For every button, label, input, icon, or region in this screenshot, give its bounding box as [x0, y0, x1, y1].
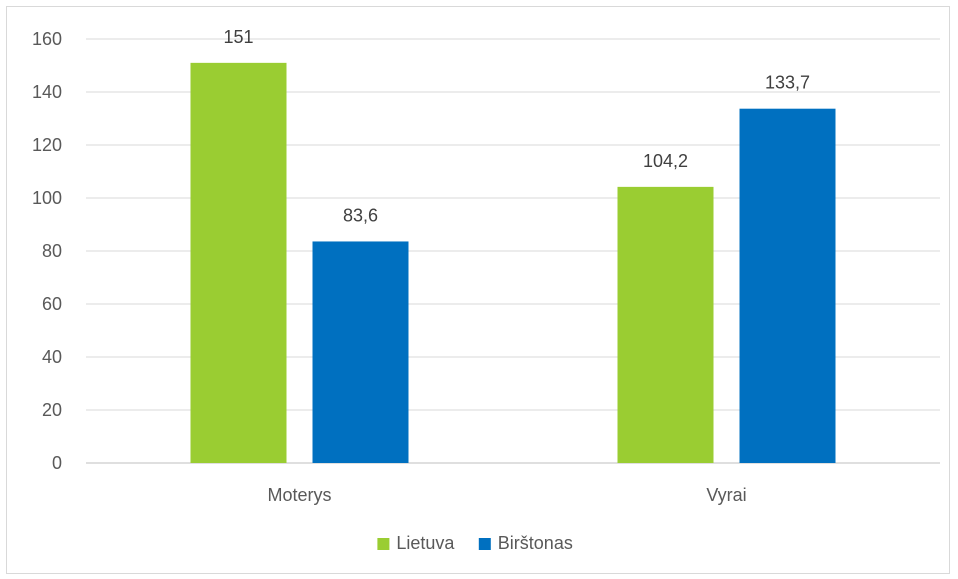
x-axis-categories: Moterys Vyrai — [267, 485, 746, 505]
data-label: 151 — [223, 27, 253, 47]
y-tick-label: 80 — [42, 241, 62, 261]
bar-birštonas-vyrai — [739, 108, 836, 463]
y-tick-label: 160 — [32, 29, 62, 49]
y-tick-label: 140 — [32, 82, 62, 102]
legend-label: Birštonas — [498, 533, 573, 553]
category-label: Moterys — [267, 485, 331, 505]
category-label: Vyrai — [706, 485, 746, 505]
y-tick-label: 100 — [32, 188, 62, 208]
y-axis-ticks: 0 20 40 60 80 100 120 140 160 — [32, 29, 62, 473]
y-tick-label: 0 — [52, 453, 62, 473]
y-tick-label: 60 — [42, 294, 62, 314]
legend-swatch — [377, 538, 390, 550]
y-tick-label: 40 — [42, 347, 62, 367]
data-label: 104,2 — [643, 151, 688, 171]
data-label: 133,7 — [765, 73, 810, 93]
bars — [190, 62, 836, 463]
bar-lietuva-vyrai — [617, 186, 714, 463]
bar-lietuva-moterys — [190, 62, 287, 463]
y-tick-label: 120 — [32, 135, 62, 155]
legend-label: Lietuva — [396, 533, 455, 553]
data-labels: 151 83,6 104,2 133,7 — [223, 27, 810, 226]
data-label: 83,6 — [343, 205, 378, 225]
legend-swatch — [478, 538, 491, 550]
bar-birštonas-moterys — [312, 241, 409, 463]
y-tick-label: 20 — [42, 400, 62, 420]
legend: Lietuva Birštonas — [377, 533, 573, 553]
